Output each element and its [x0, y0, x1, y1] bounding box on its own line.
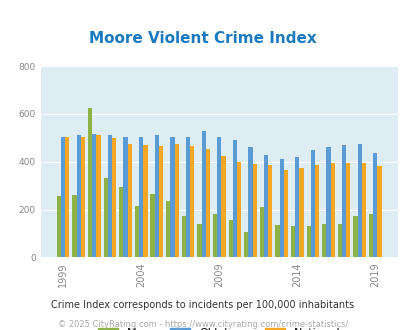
Bar: [314, 165, 318, 257]
Bar: [341, 145, 345, 257]
Bar: [96, 135, 100, 257]
Bar: [170, 137, 174, 257]
Bar: [294, 157, 298, 257]
Bar: [326, 147, 330, 257]
Bar: [205, 148, 209, 257]
Bar: [290, 226, 294, 257]
Bar: [190, 146, 194, 257]
Bar: [77, 135, 81, 257]
Bar: [357, 144, 361, 257]
Bar: [352, 215, 357, 257]
Bar: [108, 135, 112, 257]
Bar: [112, 138, 116, 257]
Bar: [81, 137, 85, 257]
Bar: [306, 226, 310, 257]
Bar: [228, 220, 232, 257]
Legend: Moore, Oklahoma, National: Moore, Oklahoma, National: [94, 324, 343, 330]
Text: Crime Index corresponds to incidents per 100,000 inhabitants: Crime Index corresponds to incidents per…: [51, 300, 354, 310]
Bar: [345, 163, 350, 257]
Bar: [201, 131, 205, 257]
Bar: [337, 224, 341, 257]
Bar: [123, 137, 128, 257]
Bar: [139, 137, 143, 257]
Bar: [377, 167, 381, 257]
Bar: [181, 215, 185, 257]
Bar: [322, 224, 326, 257]
Bar: [372, 153, 377, 257]
Bar: [217, 137, 221, 257]
Bar: [154, 135, 158, 257]
Bar: [310, 150, 314, 257]
Bar: [237, 162, 241, 257]
Bar: [268, 165, 272, 257]
Bar: [57, 196, 61, 257]
Bar: [158, 146, 163, 257]
Bar: [212, 214, 217, 257]
Bar: [128, 144, 132, 257]
Bar: [283, 170, 287, 257]
Bar: [174, 144, 178, 257]
Bar: [103, 179, 108, 257]
Text: Moore Violent Crime Index: Moore Violent Crime Index: [89, 31, 316, 46]
Bar: [92, 134, 96, 257]
Bar: [248, 147, 252, 257]
Bar: [243, 232, 248, 257]
Bar: [361, 163, 365, 257]
Bar: [72, 195, 77, 257]
Bar: [134, 206, 139, 257]
Bar: [88, 108, 92, 257]
Bar: [197, 224, 201, 257]
Text: © 2025 CityRating.com - https://www.cityrating.com/crime-statistics/: © 2025 CityRating.com - https://www.city…: [58, 319, 347, 329]
Bar: [298, 168, 303, 257]
Bar: [150, 194, 154, 257]
Bar: [275, 225, 279, 257]
Bar: [259, 207, 263, 257]
Bar: [252, 164, 256, 257]
Bar: [65, 137, 69, 257]
Bar: [263, 154, 268, 257]
Bar: [119, 187, 123, 257]
Bar: [166, 201, 170, 257]
Bar: [330, 163, 334, 257]
Bar: [279, 159, 283, 257]
Bar: [185, 137, 190, 257]
Bar: [221, 156, 225, 257]
Bar: [232, 140, 237, 257]
Bar: [368, 214, 372, 257]
Bar: [143, 145, 147, 257]
Bar: [61, 137, 65, 257]
